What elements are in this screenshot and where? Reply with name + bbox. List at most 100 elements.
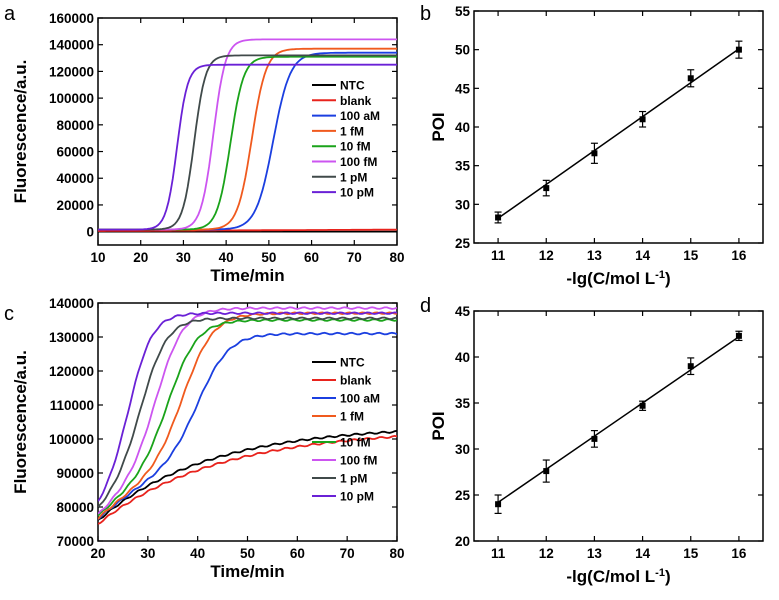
data-point	[591, 435, 598, 442]
legend-label: 1 fM	[340, 124, 364, 138]
x-tick-label: 80	[389, 250, 404, 265]
data-point	[735, 46, 742, 53]
y-tick-label: 100000	[49, 432, 94, 447]
series-line-blank	[98, 434, 397, 525]
x-tick-label: 50	[261, 250, 276, 265]
x-tick-label: 70	[340, 546, 355, 561]
panel-letter-b: b	[420, 3, 431, 25]
data-point	[543, 468, 550, 475]
y-tick-label: 80000	[56, 118, 94, 133]
fit-line	[497, 336, 740, 503]
y-tick-label: 80000	[56, 500, 94, 515]
y-tick-label: 45	[455, 304, 471, 319]
x-tick-label: 80	[389, 546, 404, 561]
legend-label: 100 aM	[340, 109, 380, 123]
series-line-1-fm	[98, 311, 397, 520]
x-tick-label: 20	[90, 546, 105, 561]
panel-d-scatter-chart: d 11 12 13 14 15 16 20 25 30 35 40 45 -lg(C/mol L-1) P…	[420, 295, 764, 586]
x-tick-label: 30	[140, 546, 155, 561]
x-axis-label: -lg(C/mol L-1)	[566, 567, 670, 586]
panel-c-line-chart: c 20 30 40 50 60 70 80 70000 80000 90000 100000 1100…	[4, 296, 405, 581]
legend-label: 1 pM	[340, 170, 367, 184]
x-tick-label: 10	[90, 250, 105, 265]
x-tick-label: 11	[491, 248, 506, 263]
series-line-10-pm	[98, 311, 397, 502]
x-axis-label: -lg(C/mol L-1)	[566, 269, 670, 288]
series-line-10-pm	[98, 63, 397, 231]
legend-label: blank	[340, 374, 372, 388]
plot-frame	[473, 10, 764, 244]
y-tick-label: 30	[455, 442, 470, 457]
y-tick-label: 100000	[49, 91, 94, 106]
legend-label: 10 pM	[340, 186, 374, 200]
y-tick-label: 90000	[56, 466, 94, 481]
fit-line	[497, 48, 740, 219]
panel-letter-c: c	[4, 303, 14, 325]
legend-label: NTC	[340, 79, 365, 93]
series-line-100-am	[98, 331, 397, 521]
x-axis-label: Time/min	[210, 266, 284, 285]
series-lines	[98, 38, 397, 233]
series-line-100-fm	[98, 306, 397, 515]
x-tick-label: 16	[731, 546, 747, 561]
y-tick-label: 60000	[56, 145, 94, 160]
y-tick-label: 50	[455, 43, 470, 58]
data-point	[735, 332, 742, 339]
x-tick-label: 13	[587, 546, 603, 561]
panel-letter-a: a	[4, 3, 16, 25]
y-tick-label: 140000	[49, 38, 94, 53]
x-tick-label: 12	[539, 248, 554, 263]
y-axis-label: POI	[429, 411, 448, 440]
x-tick-label: 60	[290, 546, 305, 561]
y-tick-label: 120000	[49, 64, 94, 79]
y-tick-label: 0	[86, 225, 94, 240]
data-point	[495, 501, 502, 508]
x-tick-label: 50	[240, 546, 255, 561]
y-tick-label: 35	[455, 159, 471, 174]
x-tick-label: 12	[539, 546, 554, 561]
y-axis-label: Fluorescence/a.u.	[11, 350, 30, 494]
x-tick-label: 11	[491, 546, 506, 561]
x-tick-label: 13	[587, 248, 603, 263]
series-lines	[98, 306, 397, 525]
legend-label: blank	[340, 94, 372, 108]
data-point	[687, 363, 694, 370]
y-tick-label: 30	[455, 197, 470, 212]
data-point	[639, 116, 646, 123]
x-axis-label: Time/min	[210, 562, 284, 581]
plot-frame	[97, 17, 398, 246]
legend-label: 100 fM	[340, 155, 377, 169]
y-tick-label: 40000	[56, 171, 94, 186]
panel-b-scatter-chart: b 11 12 13 14 15 16 25 30 35 40 45 50 55 -lg(C/mol L-1…	[420, 3, 764, 288]
series-line-1-pm	[98, 316, 397, 508]
y-tick-label: 140000	[49, 296, 94, 311]
y-tick-label: 45	[455, 81, 471, 96]
legend-label: 100 fM	[340, 454, 377, 468]
data-point	[687, 75, 694, 82]
x-tick-label: 15	[683, 546, 699, 561]
legend-label: 10 fM	[340, 436, 371, 450]
legend-label: 1 fM	[340, 410, 364, 424]
panel-a-line-chart: a 10 20 30 40 50 60 70 80 0 20000 40000 60000 80000 10…	[4, 3, 405, 285]
legend-label: 10 fM	[340, 140, 371, 154]
y-tick-label: 20	[455, 534, 470, 549]
y-tick-label: 25	[455, 236, 471, 251]
panel-letter-d: d	[420, 295, 431, 317]
series-line-blank	[98, 228, 397, 232]
x-tick-label: 40	[190, 546, 205, 561]
x-tick-label: 15	[683, 248, 699, 263]
y-tick-label: 55	[455, 4, 471, 19]
y-tick-label: 35	[455, 396, 471, 411]
y-axis-label: POI	[429, 112, 448, 141]
x-tick-label: 20	[133, 250, 148, 265]
y-tick-label: 40	[455, 350, 470, 365]
x-tick-label: 14	[635, 248, 651, 263]
y-tick-label: 130000	[49, 330, 94, 345]
y-tick-label: 40	[455, 120, 470, 135]
y-tick-label: 20000	[56, 198, 94, 213]
data-point	[591, 150, 598, 157]
data-point	[495, 214, 502, 221]
legend-label: 1 pM	[340, 472, 367, 486]
